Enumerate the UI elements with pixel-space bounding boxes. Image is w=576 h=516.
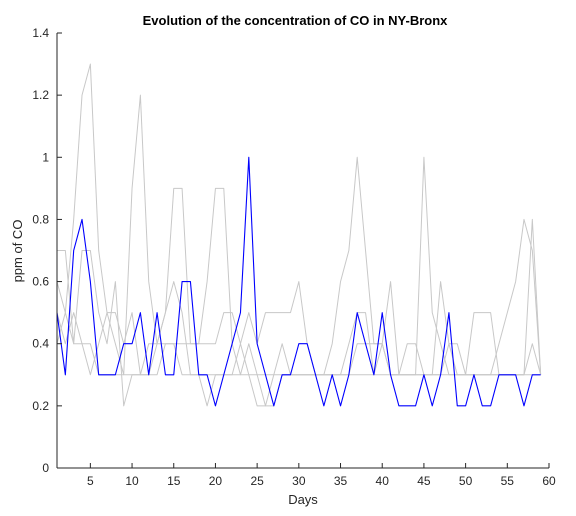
y-tick-label: 0.2 (32, 399, 49, 413)
axes-layer (56, 33, 549, 469)
series-layer (56, 63, 542, 407)
x-tick-label: 35 (334, 474, 348, 488)
y-tick-label: 1.2 (32, 88, 49, 102)
y-axis-label: ppm of CO (10, 220, 25, 283)
x-tick-label: 10 (125, 474, 139, 488)
x-tick-label: 5 (87, 474, 94, 488)
y-tick-label: 1.4 (32, 26, 49, 40)
y-tick-label: 1 (42, 150, 49, 164)
x-tick-label: 60 (542, 474, 556, 488)
x-tick-label: 15 (167, 474, 181, 488)
ticks-layer: 5 10 15 20 25 30 35 40 45 50 55 60 0 0.2 0.4 0.6 0.8 1 1.2… (32, 26, 556, 488)
x-tick-label: 20 (209, 474, 223, 488)
y-tick-label: 0 (42, 461, 49, 475)
chart-title: Evolution of the concentration of CO in … (143, 13, 449, 28)
x-tick-label: 50 (459, 474, 473, 488)
x-tick-label: 25 (250, 474, 264, 488)
series-line-highlight (56, 156, 541, 407)
y-tick-label: 0.6 (32, 275, 49, 289)
x-tick-label: 45 (417, 474, 431, 488)
x-tick-label: 55 (501, 474, 515, 488)
y-tick-label: 0.4 (32, 337, 49, 351)
y-tick-label: 0.8 (32, 212, 49, 226)
x-tick-label: 30 (292, 474, 306, 488)
series-line-4 (56, 312, 541, 376)
x-axis-label: Days (288, 492, 318, 507)
x-tick-label: 40 (376, 474, 390, 488)
